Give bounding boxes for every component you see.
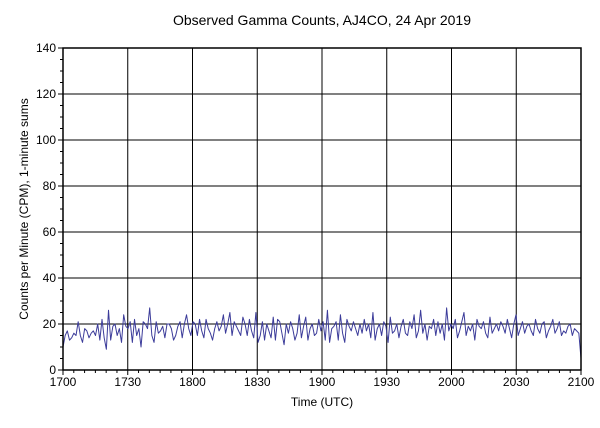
tick-marks [58,47,582,375]
y-tick-label: 80 [43,179,57,193]
y-tick-labels: 0 20 40 60 80 100 120 140 [36,41,56,377]
x-axis-label: Time (UTC) [291,395,353,409]
x-tick-label: 2030 [503,375,530,389]
y-tick-label: 20 [43,317,57,331]
y-tick-label: 120 [36,87,56,101]
y-tick-label: 0 [49,363,56,377]
y-tick-label: 140 [36,41,56,55]
y-tick-label: 40 [43,271,57,285]
x-tick-labels: 1700 1730 1800 1830 1900 1930 2000 2030 2100 [50,375,595,389]
x-tick-label: 1830 [244,375,271,389]
grid-lines [63,48,581,370]
x-tick-label: 1700 [50,375,77,389]
y-axis-label: Counts per Minute (CPM), 1-minute sums [17,98,31,319]
x-tick-label: 1900 [309,375,336,389]
x-tick-label: 1730 [114,375,141,389]
x-tick-label: 1800 [179,375,206,389]
x-tick-label: 1930 [373,375,400,389]
chart-title: Observed Gamma Counts, AJ4CO, 24 Apr 201… [173,12,471,28]
x-tick-label: 2000 [438,375,465,389]
x-tick-label: 2100 [568,375,595,389]
y-tick-label: 100 [36,133,56,147]
y-tick-label: 60 [43,225,57,239]
series-line [62,307,582,359]
series-group [62,307,582,359]
